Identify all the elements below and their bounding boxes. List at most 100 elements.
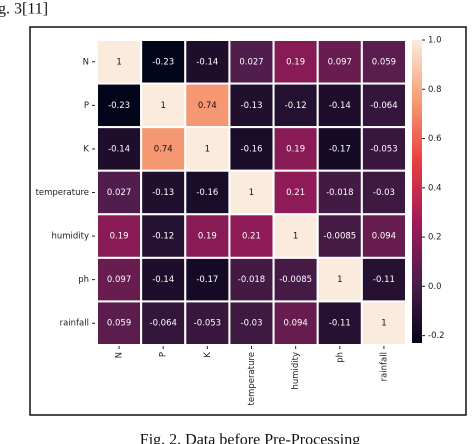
cell-label: -0.16 (241, 144, 263, 154)
heatmap-cell (316, 169, 363, 216)
heatmap-cell (360, 82, 408, 129)
cell-label: 0.097 (328, 57, 352, 67)
heatmap-cell (96, 169, 143, 216)
cell-label: 1 (337, 275, 342, 285)
x-tick-label: rainfall (379, 352, 389, 381)
cell-label: 0.19 (198, 232, 217, 242)
cell-label: 0.19 (110, 232, 129, 242)
heatmap-cell (360, 39, 408, 85)
cell-label: -0.03 (241, 319, 263, 329)
heatmap-cell (228, 256, 275, 303)
colorbar-tick-label: 0.0 (428, 282, 442, 292)
cell-label: 1 (293, 232, 298, 242)
heatmap-cell (96, 82, 143, 129)
heatmap-cell (140, 82, 187, 129)
cell-label: -0.018 (326, 188, 353, 198)
cell-label: -0.14 (152, 275, 174, 285)
heatmap-cell (140, 213, 187, 259)
cell-label: -0.14 (196, 57, 218, 67)
cell-label: -0.11 (373, 275, 395, 285)
y-tick-label: temperature (36, 188, 89, 198)
heatmap-cell (316, 256, 363, 303)
y-tick-label: humidity (51, 232, 89, 242)
heatmap-cell (360, 213, 408, 259)
header-text: g. 3[11] (0, 1, 48, 18)
y-tick-label: rainfall (60, 319, 89, 329)
caption: Fig. 2. Data before Pre-Processing (140, 432, 360, 444)
cell-label: -0.17 (329, 144, 351, 154)
cell-label: -0.12 (152, 232, 174, 242)
heatmap-cell (316, 126, 363, 172)
colorbar (412, 40, 422, 343)
cell-label: -0.14 (329, 101, 351, 111)
colorbar-tick-label: -0.2 (428, 331, 445, 341)
heatmap-cell (184, 126, 231, 172)
cell-label: 1 (116, 57, 121, 67)
colorbar-tick-label: 0.6 (428, 134, 442, 144)
heatmap-cell (272, 169, 319, 216)
cell-label: 0.19 (286, 144, 305, 154)
heatmap-cell (316, 300, 363, 346)
cell-label: -0.12 (285, 101, 307, 111)
cell-label: -0.018 (238, 275, 265, 285)
cell-label: 0.094 (283, 319, 307, 329)
heatmap-cell (228, 300, 275, 346)
cell-label: -0.11 (329, 319, 351, 329)
heatmap-cell (140, 300, 187, 346)
colorbar-tick-label: 0.4 (428, 183, 442, 193)
x-tick-label: K (203, 352, 213, 358)
y-tick-label: N (83, 57, 89, 67)
cell-label: 0.21 (286, 188, 305, 198)
cell-label: 0.059 (107, 319, 131, 329)
y-tick-label: P (84, 101, 89, 111)
cell-label: 1 (249, 188, 254, 198)
cell-label: 1 (205, 144, 210, 154)
cell-label: 0.19 (286, 57, 305, 67)
cell-label: -0.03 (373, 188, 395, 198)
heatmap-cell (360, 300, 408, 346)
cell-label: 0.059 (372, 57, 396, 67)
cell-label: -0.14 (108, 144, 130, 154)
cell-label: -0.0085 (323, 232, 356, 242)
cell-label: 0.094 (372, 232, 396, 242)
x-tick-label: humidity (291, 352, 301, 390)
cell-label: 0.027 (239, 57, 263, 67)
heatmap-cell (140, 126, 187, 172)
cell-label: -0.17 (196, 275, 218, 285)
cell-label: 0.21 (242, 232, 261, 242)
x-tick-label: P (159, 352, 169, 357)
cell-label: -0.053 (194, 319, 221, 329)
x-tick-label: N (115, 352, 125, 358)
y-tick-label: ph (78, 275, 89, 285)
cell-label: 0.097 (107, 275, 131, 285)
x-tick-label: ph (335, 352, 345, 363)
cell-label: -0.0085 (279, 275, 312, 285)
heatmap-cell (96, 300, 143, 346)
cell-label: -0.16 (196, 188, 218, 198)
heatmap-cell (272, 82, 319, 129)
colorbar-tick-label: 0.8 (428, 85, 442, 95)
cell-label: 1 (161, 101, 166, 111)
y-tick-label: K (83, 144, 89, 154)
cell-label: -0.23 (152, 57, 174, 67)
heatmap-cell (228, 39, 275, 85)
cell-label: -0.23 (108, 101, 130, 111)
colorbar-tick-label: 1.0 (428, 36, 442, 46)
heatmap-cell (184, 213, 231, 259)
cell-label: 1 (381, 319, 386, 329)
colorbar-tick-label: 0.2 (428, 233, 442, 243)
cell-label: 0.027 (107, 188, 131, 198)
cell-label: -0.13 (241, 101, 263, 111)
heatmap-cell (228, 82, 275, 129)
cell-label: -0.064 (150, 319, 177, 329)
cell-label: 0.74 (198, 101, 217, 111)
cell-label: -0.053 (370, 144, 397, 154)
heatmap-cell (316, 39, 363, 85)
cell-label: -0.064 (370, 101, 397, 111)
x-tick-label: temperature (247, 352, 257, 405)
figure-frame (29, 26, 467, 416)
cell-label: -0.13 (152, 188, 174, 198)
cell-label: 0.74 (154, 144, 173, 154)
heatmap-cell (272, 300, 319, 346)
